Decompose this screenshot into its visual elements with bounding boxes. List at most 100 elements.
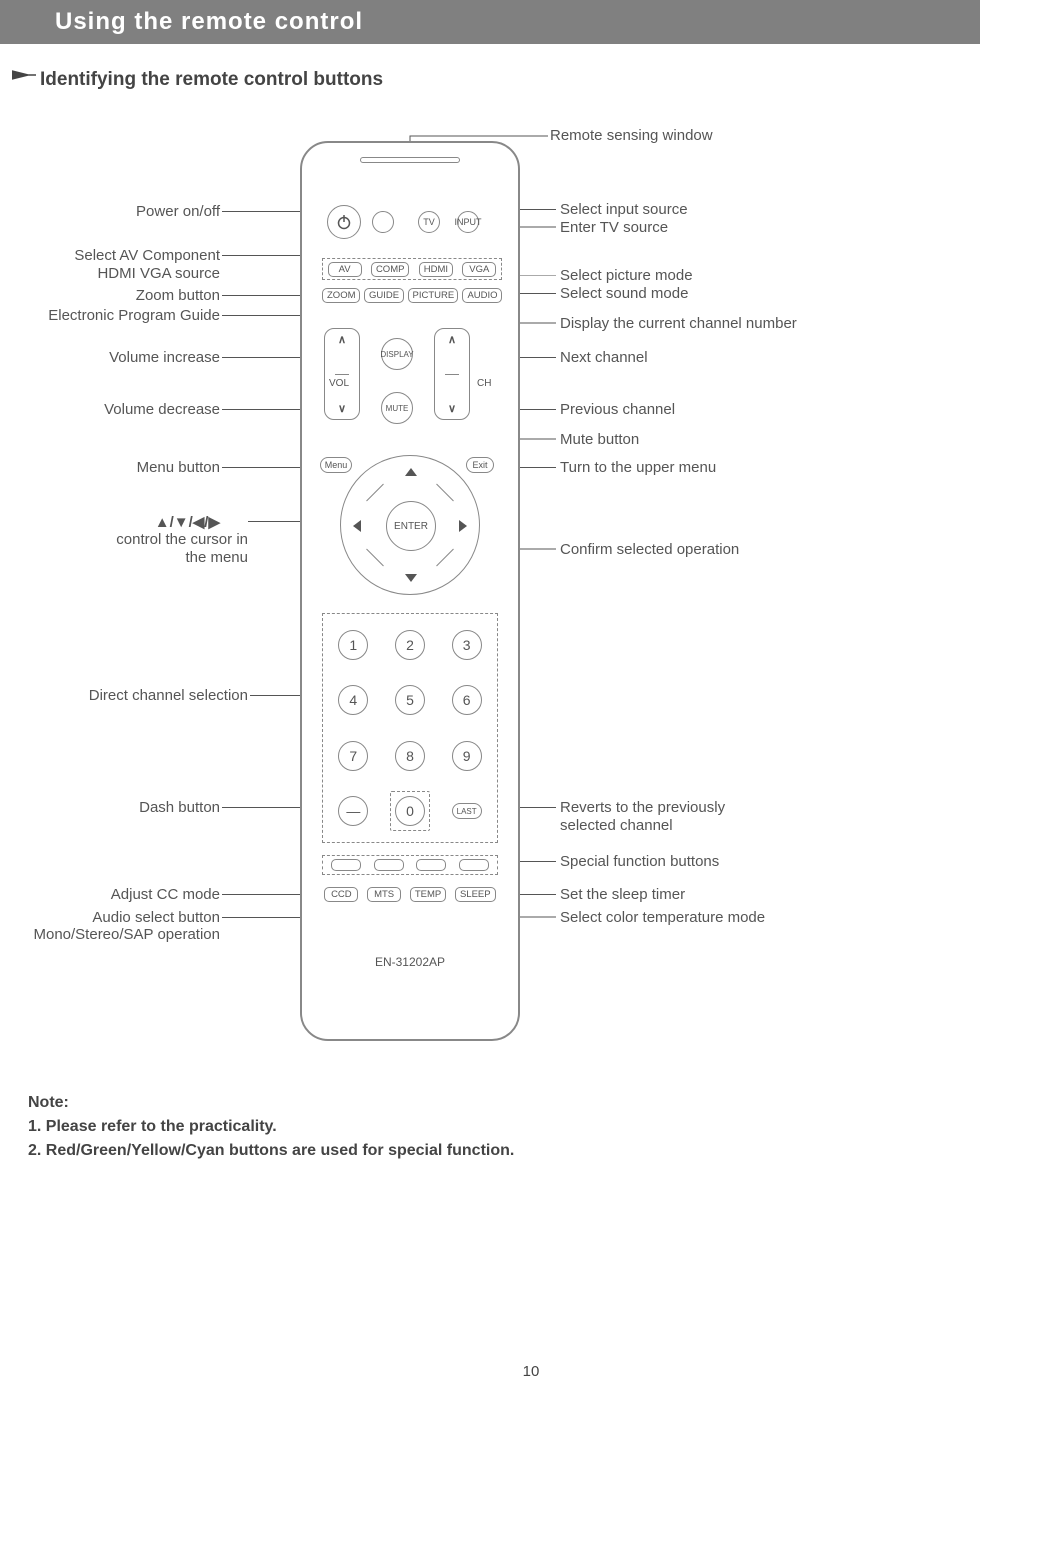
down-arrow-icon xyxy=(405,574,417,582)
label-mts2: Mono/Stereo/SAP operation xyxy=(0,926,220,943)
num-3-button[interactable]: 3 xyxy=(452,630,482,660)
label-aud: Select sound mode xyxy=(560,285,688,302)
left-arrow-icon xyxy=(353,520,361,532)
num-0-button[interactable]: 0 xyxy=(395,796,425,826)
input-button[interactable]: INPUT xyxy=(457,211,479,233)
volume-rocker[interactable]: ∧ ∨ xyxy=(324,328,360,420)
num-8-button[interactable]: 8 xyxy=(395,741,425,771)
power-icon xyxy=(336,214,352,230)
label-tvsrc: Enter TV source xyxy=(560,219,668,236)
red-button[interactable] xyxy=(331,859,361,871)
blank-button[interactable] xyxy=(372,211,394,233)
ch-up-icon: ∧ xyxy=(448,333,456,346)
label-chdn: Previous channel xyxy=(560,401,675,418)
yellow-button[interactable] xyxy=(416,859,446,871)
label-mts1: Audio select button xyxy=(0,909,220,926)
guide-button[interactable]: GUIDE xyxy=(364,288,404,303)
divider xyxy=(366,484,384,502)
menu-button[interactable]: Menu xyxy=(320,457,352,473)
right-arrow-icon xyxy=(459,520,467,532)
label-dash: Dash button xyxy=(0,799,220,816)
sleep-button[interactable]: SLEEP xyxy=(455,887,496,902)
dpad[interactable]: ENTER xyxy=(340,455,480,595)
last-button[interactable]: LAST xyxy=(452,803,482,819)
arrow-icon xyxy=(12,68,36,82)
enter-button[interactable]: ENTER xyxy=(386,501,436,551)
note-block: Note: 1. Please refer to the practicalit… xyxy=(28,1091,1062,1163)
label-sp: Special function buttons xyxy=(560,853,719,870)
remote-body: TV INPUT AV COMP HDMI VGA ZOOM GUIDE PIC… xyxy=(300,141,520,1041)
exit-button[interactable]: Exit xyxy=(466,457,494,473)
label-cursor-icons: ▲/▼/◀/▶ xyxy=(0,513,220,531)
num-2-button[interactable]: 2 xyxy=(395,630,425,660)
mode-row: ZOOM GUIDE PICTURE AUDIO xyxy=(322,288,502,303)
green-button[interactable] xyxy=(374,859,404,871)
label-sense: Remote sensing window xyxy=(550,127,713,144)
label-exit: Turn to the upper menu xyxy=(560,459,716,476)
page-number: 10 xyxy=(0,1363,1062,1380)
label-enter: Confirm selected operation xyxy=(560,541,739,558)
mute-button[interactable]: MUTE xyxy=(381,392,413,424)
vol-up-icon: ∧ xyxy=(338,333,346,346)
model-number: EN-31202AP xyxy=(302,955,518,969)
note-heading: Note: xyxy=(28,1091,1062,1115)
dash-button[interactable]: — xyxy=(338,796,368,826)
remote-diagram: Power on/off Select AV Component HDMI VG… xyxy=(0,111,1062,1051)
label-last1: Reverts to the previously xyxy=(560,799,725,816)
mid-column: DISPLAY MUTE xyxy=(380,338,414,424)
label-cursor2: the menu xyxy=(0,549,248,566)
label-src2: HDMI VGA source xyxy=(0,265,220,282)
num-5-button[interactable]: 5 xyxy=(395,685,425,715)
label-mute: Mute button xyxy=(560,431,639,448)
hdmi-button[interactable]: HDMI xyxy=(419,262,453,277)
num-7-button[interactable]: 7 xyxy=(338,741,368,771)
label-vup: Volume increase xyxy=(0,349,220,366)
zero-highlight: 0 xyxy=(390,791,430,831)
divider xyxy=(436,484,454,502)
label-pic: Select picture mode xyxy=(560,267,693,284)
ch-down-icon: ∨ xyxy=(448,402,456,415)
note-line-2: 2. Red/Green/Yellow/Cyan buttons are use… xyxy=(28,1139,1062,1163)
vol-label: VOL xyxy=(329,378,349,389)
label-vdn: Volume decrease xyxy=(0,401,220,418)
av-button[interactable]: AV xyxy=(328,262,362,277)
picture-button[interactable]: PICTURE xyxy=(408,288,459,303)
ccd-button[interactable]: CCD xyxy=(324,887,358,902)
label-menu: Menu button xyxy=(0,459,220,476)
special-row xyxy=(322,855,498,875)
label-chup: Next channel xyxy=(560,349,648,366)
audio-button[interactable]: AUDIO xyxy=(462,288,502,303)
num-4-button[interactable]: 4 xyxy=(338,685,368,715)
num-9-button[interactable]: 9 xyxy=(452,741,482,771)
label-power: Power on/off xyxy=(0,203,220,220)
comp-button[interactable]: COMP xyxy=(371,262,410,277)
up-arrow-icon xyxy=(405,468,417,476)
power-button[interactable] xyxy=(327,205,361,239)
label-zoom: Zoom button xyxy=(0,287,220,304)
label-cc: Adjust CC mode xyxy=(0,886,220,903)
vga-button[interactable]: VGA xyxy=(462,262,496,277)
display-button[interactable]: DISPLAY xyxy=(381,338,413,370)
label-input: Select input source xyxy=(560,201,688,218)
num-1-button[interactable]: 1 xyxy=(338,630,368,660)
temp-button[interactable]: TEMP xyxy=(410,887,446,902)
divider xyxy=(436,549,454,567)
vol-down-icon: ∨ xyxy=(338,402,346,415)
tv-button[interactable]: TV xyxy=(418,211,440,233)
label-disp: Display the current channel number xyxy=(560,315,797,332)
num-6-button[interactable]: 6 xyxy=(452,685,482,715)
section-subtitle: Identifying the remote control buttons xyxy=(40,69,1062,91)
sensing-window xyxy=(360,157,460,163)
page-title-bar: Using the remote control xyxy=(0,0,980,44)
label-temp: Select color temperature mode xyxy=(560,909,765,926)
channel-rocker[interactable]: ∧ ∨ xyxy=(434,328,470,420)
ch-label: CH xyxy=(477,378,491,389)
label-epg: Electronic Program Guide xyxy=(0,307,220,324)
divider xyxy=(366,549,384,567)
number-pad: 1 2 3 4 5 6 7 8 9 — 0 LAST xyxy=(322,613,498,843)
mts-button[interactable]: MTS xyxy=(367,887,401,902)
cyan-button[interactable] xyxy=(459,859,489,871)
source-row: AV COMP HDMI VGA xyxy=(322,258,502,280)
label-sleep: Set the sleep timer xyxy=(560,886,685,903)
zoom-button[interactable]: ZOOM xyxy=(322,288,360,303)
